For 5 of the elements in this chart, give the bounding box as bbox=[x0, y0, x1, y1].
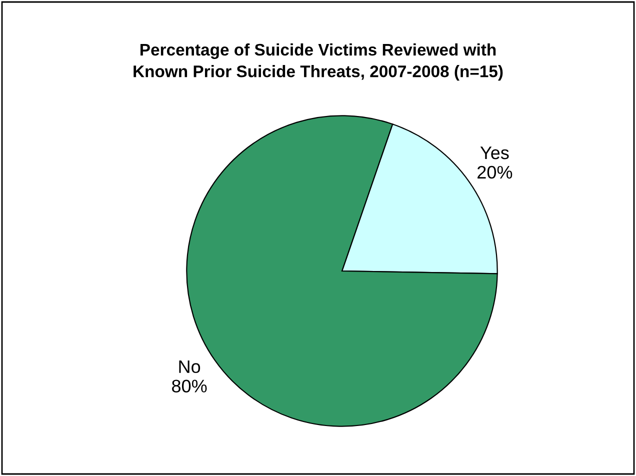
slice-label: Yes bbox=[480, 146, 509, 160]
data-label: 80% bbox=[172, 380, 207, 392]
chart-title: Percentage of Suicide Victims Reviewed with Known Prior Suicide Threats, 2007-2008 (n=15) bbox=[134, 43, 503, 81]
data-label: 20% bbox=[478, 166, 512, 179]
slice-label: No bbox=[179, 360, 200, 374]
